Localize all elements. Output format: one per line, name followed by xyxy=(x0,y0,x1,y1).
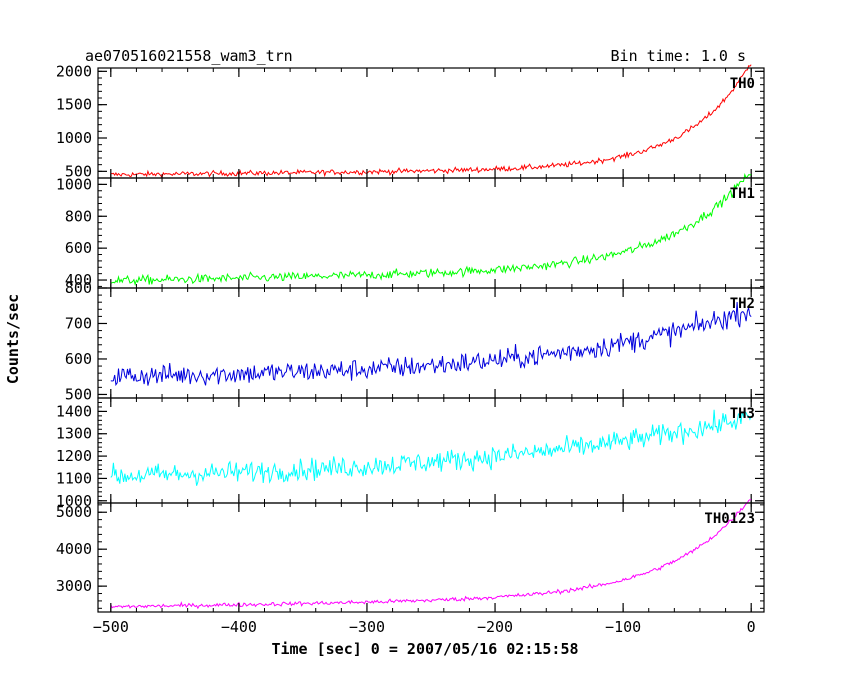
y-tick-label: 1000 xyxy=(56,175,92,193)
panels-group: 500100015002000TH04006008001000TH1500600… xyxy=(56,62,765,613)
x-axis-label: Time [sec] 0 = 2007/05/16 02:15:58 xyxy=(271,640,578,658)
series-th0123-line xyxy=(110,499,752,610)
x-tick-label: −100 xyxy=(605,618,641,636)
series-th0-line xyxy=(110,64,752,179)
x-tick-label: −500 xyxy=(93,618,129,636)
y-tick-label: 1400 xyxy=(56,402,92,420)
y-axis-label: Counts/sec xyxy=(4,294,22,384)
y-tick-label: 1100 xyxy=(56,469,92,487)
y-tick-label: 600 xyxy=(65,239,92,257)
panel-frame xyxy=(97,397,765,504)
panel-label-th0: TH0 xyxy=(730,76,755,92)
x-tick-label: 0 xyxy=(747,618,756,636)
y-tick-label: 500 xyxy=(65,385,92,403)
panel-frame xyxy=(97,287,765,399)
panel-th1: 400 600 800 1000 TH1 xyxy=(56,172,765,289)
x-tick-label: −200 xyxy=(477,618,513,636)
y-tick-label: 1000 xyxy=(56,492,92,510)
y-tick-label: 800 xyxy=(65,279,92,297)
y-tick-label: 1200 xyxy=(56,447,92,465)
panel-th3: 1000 1100 1200 1300 1400 TH3 xyxy=(56,397,765,510)
panel-label-th2: TH2 xyxy=(730,296,755,312)
panel-th2: 500 600 700 800 TH2 xyxy=(65,279,765,403)
y-tick-label: 700 xyxy=(65,314,92,332)
series-th1-line xyxy=(110,172,752,287)
y-tick-label: 4000 xyxy=(56,540,92,558)
series-th3-line xyxy=(110,409,752,486)
panel-th0: 500 1000 1500 2000 TH0 xyxy=(56,62,765,180)
y-tick-label: 400 xyxy=(65,271,92,289)
panel-frame xyxy=(97,177,765,289)
y-tick-label: 3000 xyxy=(56,577,92,595)
y-tick-label: 800 xyxy=(65,207,92,225)
panel-th0123: 3000 4000 5000 TH0123 xyxy=(56,499,765,613)
y-tick-label: 1500 xyxy=(56,96,92,114)
panel-label-th3: TH3 xyxy=(730,406,755,422)
panel-label-th0123: TH0123 xyxy=(704,511,755,527)
y-tick-label: 5000 xyxy=(56,503,92,521)
y-tick-label: 2000 xyxy=(56,62,92,80)
panel-frame xyxy=(97,67,765,179)
y-tick-label: 500 xyxy=(65,162,92,180)
bin-time-label: Bin time: 1.0 s xyxy=(611,47,746,65)
x-tick-label: −300 xyxy=(349,618,385,636)
y-tick-label: 1000 xyxy=(56,129,92,147)
x-axis: −500 −400 −300 −200 −100 0 xyxy=(93,618,756,636)
series-th2-line xyxy=(110,301,752,387)
y-tick-label: 600 xyxy=(65,350,92,368)
chart-title: ae070516021558_wam3_trn xyxy=(85,47,293,65)
x-tick-label: −400 xyxy=(221,618,257,636)
panel-frame xyxy=(97,502,765,613)
y-tick-label: 1300 xyxy=(56,425,92,443)
panel-label-th1: TH1 xyxy=(730,186,755,202)
